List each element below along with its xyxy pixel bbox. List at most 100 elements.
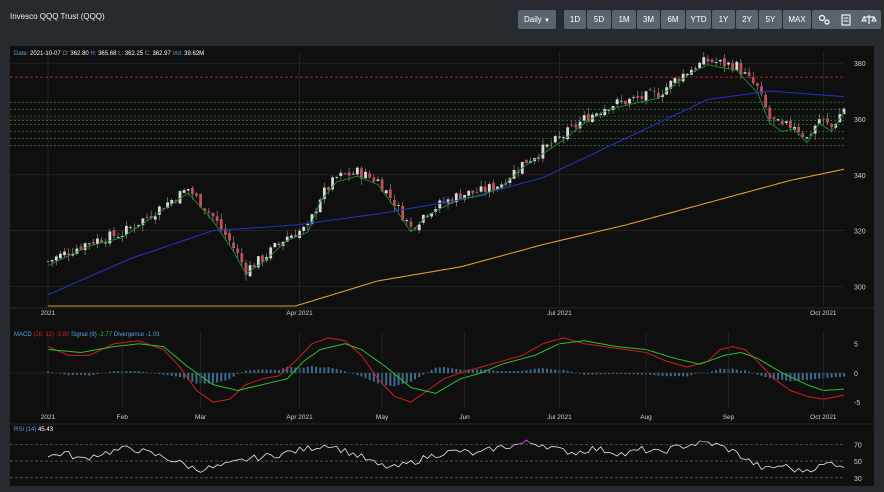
macd-histogram-bar	[739, 370, 742, 373]
macd-histogram-bar	[805, 372, 808, 380]
candle-body	[772, 117, 776, 120]
macd-histogram-bar	[323, 367, 326, 373]
macd-histogram-bar	[178, 372, 181, 378]
rsi-legend: RSI (14) 45.43	[14, 427, 54, 433]
candle-body	[426, 215, 429, 217]
macd-x-label: Feb	[117, 414, 129, 421]
range-5y-button[interactable]: 5Y	[759, 10, 782, 29]
candle-body	[294, 234, 297, 238]
range-2y-button[interactable]: 2Y	[736, 10, 758, 29]
rsi-line	[47, 439, 845, 473]
scale-button[interactable]	[857, 10, 881, 29]
macd-histogram-bar	[372, 372, 375, 382]
settings-button[interactable]	[812, 10, 836, 29]
interval-dropdown[interactable]: Daily ▼	[518, 10, 556, 29]
chart-area[interactable]: 5 0 -5 2021 Feb Mar Apr 2021 May Jun Jul 2021 Aug S…	[10, 46, 874, 486]
candle-body	[137, 224, 141, 227]
candle-body	[384, 190, 388, 194]
macd-x-label: Jun	[459, 414, 470, 421]
macd-histogram-bar	[459, 369, 462, 373]
macd-histogram-bar	[669, 372, 672, 377]
macd-tick-label: -5	[854, 400, 860, 407]
candle-body	[133, 227, 137, 229]
range-1y-button[interactable]: 1Y	[712, 10, 735, 29]
candle-body	[570, 125, 574, 127]
macd-histogram-bar	[682, 372, 685, 377]
interval-label: Daily	[524, 15, 542, 24]
macd-legend-part: -1.03	[146, 332, 160, 338]
candle-body	[689, 69, 693, 75]
macd-histogram-bar	[694, 372, 697, 374]
macd-histogram-bar	[269, 369, 272, 373]
candle-body	[360, 168, 363, 179]
candle-body	[562, 136, 565, 138]
candle-body	[87, 243, 91, 245]
range-1m-button[interactable]: 1M	[612, 10, 636, 29]
candle-body	[553, 136, 557, 143]
macd-histogram-bar	[112, 371, 115, 373]
range-6m-button[interactable]: 6M	[661, 10, 685, 29]
macd-histogram-bar	[814, 372, 817, 380]
ohlc-part: 2021-10-07	[28, 51, 62, 57]
macd-histogram-bar	[211, 372, 214, 384]
candle-body	[401, 205, 405, 221]
calculator-button[interactable]	[834, 10, 858, 29]
macd-histogram-bar	[706, 372, 709, 374]
ohlc-part: L:	[118, 51, 123, 57]
range-1d-button[interactable]: 1D	[564, 10, 586, 29]
range-3m-button[interactable]: 3M	[637, 10, 660, 29]
candle-body	[619, 100, 623, 102]
macd-histogram-bar	[826, 372, 829, 378]
macd-histogram-bar	[352, 372, 355, 374]
macd-histogram-bar	[504, 371, 507, 373]
ohlc-part: 39.62M	[183, 51, 205, 57]
macd-histogram-bar	[92, 372, 95, 375]
candle-body	[141, 218, 145, 226]
range-max-button[interactable]: MAX	[783, 10, 811, 29]
macd-histogram-bar	[525, 370, 528, 373]
candle-body	[657, 92, 660, 99]
candle-body	[603, 109, 607, 116]
macd-histogram-bar	[661, 372, 664, 376]
macd-histogram-bar	[88, 372, 91, 376]
candle-body	[549, 143, 553, 145]
candle-body	[743, 72, 747, 74]
candle-body	[236, 248, 240, 254]
candle-body	[821, 118, 825, 120]
candle-body	[817, 119, 821, 124]
macd-histogram-bar	[265, 369, 268, 373]
ohlc-part: O:	[62, 51, 69, 57]
macd-histogram-bar	[368, 372, 371, 380]
price-tick-label: 300	[854, 284, 866, 291]
price-x-label: Oct 2021	[810, 310, 837, 317]
macd-histogram-bar	[810, 372, 813, 380]
candle-body	[71, 253, 75, 256]
macd-histogram-bar	[723, 368, 726, 373]
macd-histogram-bar	[442, 367, 445, 373]
candle-body	[830, 123, 834, 128]
price-x-label: Apr 2021	[286, 310, 313, 317]
macd-histogram-bar	[500, 371, 503, 373]
candle-body	[203, 208, 207, 211]
macd-histogram-bar	[133, 371, 136, 373]
candle-body	[566, 127, 570, 140]
macd-histogram-bar	[748, 371, 751, 373]
macd-histogram-bar	[785, 372, 788, 381]
candle-body	[46, 261, 50, 262]
macd-histogram-bar	[240, 372, 243, 373]
macd-histogram-bar	[51, 372, 54, 373]
candle-body	[826, 118, 829, 123]
candle-body	[50, 260, 54, 262]
candle-body	[91, 241, 95, 244]
range-ytd-button[interactable]: YTD	[686, 10, 711, 29]
candle-body	[760, 86, 763, 94]
macd-histogram-bar	[554, 369, 557, 373]
macd-histogram-bar	[195, 372, 198, 384]
macd-histogram-bar	[711, 371, 714, 373]
macd-histogram-bar	[306, 366, 309, 373]
candle-body	[273, 242, 277, 248]
price-tick-label: 340	[854, 173, 866, 180]
range-5d-button[interactable]: 5D	[587, 10, 611, 29]
macd-histogram-bar	[141, 371, 144, 373]
candle-body	[182, 190, 186, 193]
